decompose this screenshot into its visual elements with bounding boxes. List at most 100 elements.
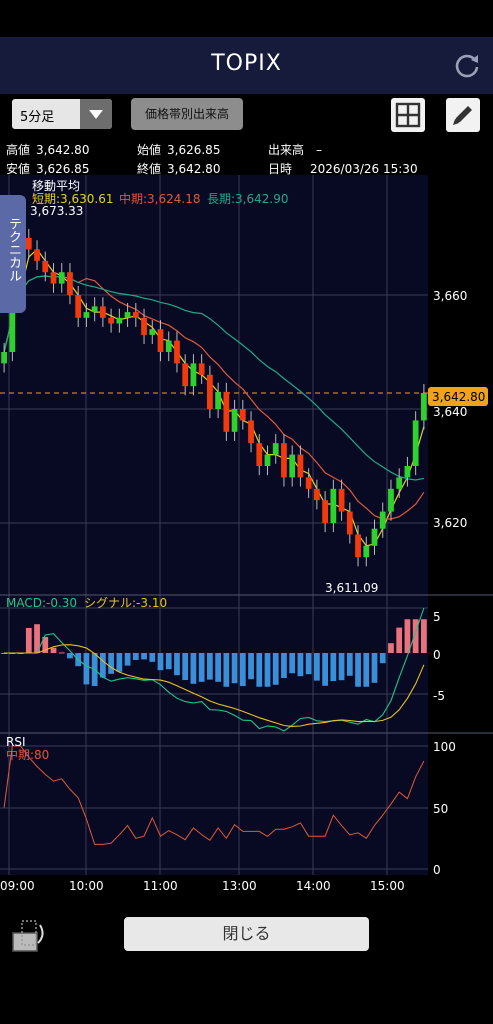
x-tick-1500: 15:00 (370, 879, 405, 893)
price-chart[interactable]: 移動平均 短期:3,630.61 中期:3,624.18 長期:3,642.90… (0, 175, 493, 875)
rotate-screen-icon[interactable] (10, 917, 48, 955)
macd-bar (83, 653, 90, 685)
macd-bar (388, 643, 394, 653)
macd-bar (363, 653, 370, 687)
macd-bar (396, 627, 403, 653)
ma-short-label: 短期:3,630.61 (32, 192, 113, 206)
candle-body (116, 317, 123, 324)
candle-body (100, 306, 106, 318)
candle-body (165, 340, 172, 352)
interval-select[interactable]: 5分足 (12, 99, 112, 129)
macd-bar (404, 619, 411, 653)
ma-heading: 移動平均 (32, 179, 80, 193)
macd-bar (132, 653, 139, 660)
candle-body (330, 488, 337, 523)
macd-bar (198, 653, 205, 682)
technical-side-tab[interactable]: テクニカル (0, 195, 26, 313)
x-tick-1000: 10:00 (69, 879, 104, 893)
rsi-line (3, 745, 425, 845)
macd-bar (264, 653, 271, 687)
candle-body (322, 500, 328, 523)
macd-bar (124, 653, 131, 666)
candle-body (58, 272, 65, 284)
pencil-icon (453, 106, 472, 125)
macd-bar (289, 653, 296, 674)
candle-body (67, 272, 73, 295)
quote-high: 高値 3,642.80 (6, 143, 90, 157)
macd-bar (330, 653, 337, 681)
candle-body (223, 391, 230, 432)
macd-bar (116, 653, 123, 672)
close-button[interactable]: 閉じる (124, 917, 369, 951)
ma-mid-label: 中期:3,624.18 (119, 191, 200, 206)
draw-button[interactable] (446, 98, 480, 132)
rsi-tick-0: 0 (433, 863, 441, 875)
macd-bar (248, 653, 254, 680)
rsi-tick-100: 100 (433, 740, 456, 754)
y-tick-3660: 3,660 (433, 289, 467, 303)
candle-body (124, 312, 131, 318)
candle-body (256, 443, 263, 466)
candle-body (83, 312, 90, 318)
candlesticks (1, 228, 427, 567)
chevron-down-icon (80, 99, 112, 129)
rsi-mid-label: 中期:80 (6, 747, 49, 762)
grid-icon (395, 102, 421, 128)
macd-tick-0: 0 (433, 648, 441, 662)
macd-bar (305, 653, 312, 675)
y-tick-3620: 3,620 (433, 516, 467, 530)
quote-volume: 出来高 – (268, 143, 323, 157)
candle-body (379, 511, 386, 529)
candle-body (346, 511, 353, 535)
candle-body (157, 329, 164, 352)
toolbar: 5分足 価格帯別出来高 (0, 94, 493, 136)
macd-bar (297, 653, 304, 677)
candle-body (289, 454, 296, 478)
macd-bar (355, 653, 361, 687)
macd-bar (322, 653, 328, 686)
macd-bar (34, 624, 40, 653)
macd-bar (215, 653, 221, 682)
macd-bar (412, 619, 419, 653)
macd-tick-5: 5 (433, 610, 441, 624)
x-tick-1100: 11:00 (143, 879, 178, 893)
candle-body (264, 454, 271, 466)
candle-body (239, 409, 246, 421)
macd-bar (108, 653, 114, 674)
macd-bar (223, 653, 230, 687)
candle-body (305, 477, 312, 489)
refresh-icon[interactable] (453, 51, 481, 79)
macd-bar (190, 653, 197, 684)
candle-body (1, 352, 7, 364)
candle-body (314, 488, 320, 501)
candle-body (248, 420, 254, 444)
quote-datetime: 日時 2026/03/26 15:30 (268, 162, 418, 176)
candle-body (132, 312, 139, 318)
price-volume-button[interactable]: 価格帯別出来高 (131, 98, 243, 130)
macd-bar (207, 653, 213, 680)
status-bar (0, 0, 493, 37)
macd-bar (165, 653, 172, 670)
macd-bar (58, 652, 65, 654)
candle-body (396, 477, 403, 489)
candle-body (404, 466, 411, 478)
low-annotation: 3,611.09 (325, 581, 378, 595)
y-tick-3640: 3,640 (433, 405, 467, 419)
candle-body (34, 249, 40, 261)
candle-body (281, 443, 287, 478)
macd-bar (141, 653, 147, 660)
quote-low: 安値 3,626.85 (6, 162, 90, 176)
candle-body (421, 393, 427, 421)
macd-panel (1, 607, 427, 732)
chart-grid (0, 175, 493, 875)
ma-long-label: 長期:3,642.90 (207, 192, 288, 206)
current-price-tag-text: 3,642.80 (432, 390, 485, 404)
candle-body (182, 363, 189, 387)
grid-layout-button[interactable] (391, 98, 425, 132)
macd-bar (149, 653, 156, 662)
quote-close: 終値 3,642.80 (137, 162, 221, 176)
candle-body (272, 443, 279, 455)
candle-body (75, 295, 82, 318)
macd-bar (182, 653, 189, 680)
candle-body (108, 317, 114, 324)
